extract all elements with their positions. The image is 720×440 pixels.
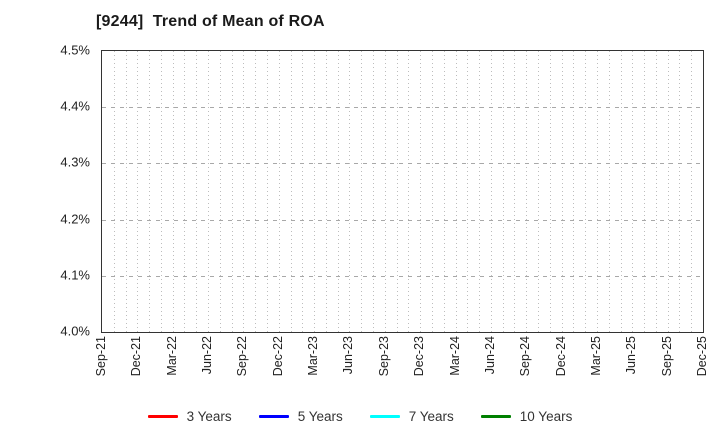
x-grid-line bbox=[420, 51, 422, 332]
legend-line-swatch bbox=[147, 414, 178, 418]
y-grid-line bbox=[102, 107, 703, 109]
legend-label: 10 Years bbox=[519, 408, 573, 424]
legend-line-swatch bbox=[480, 414, 511, 418]
x-tick-label: Dec-22 bbox=[270, 336, 285, 377]
x-grid-line bbox=[219, 51, 221, 332]
x-grid-line bbox=[644, 51, 646, 332]
x-grid-line bbox=[184, 51, 186, 332]
plot-area bbox=[101, 50, 704, 333]
x-grid-line bbox=[266, 51, 268, 332]
x-grid-line bbox=[243, 51, 245, 332]
x-tick-label: Dec-23 bbox=[412, 336, 427, 377]
x-grid-line bbox=[479, 51, 481, 332]
x-grid-line bbox=[361, 51, 363, 332]
x-grid-line bbox=[125, 51, 127, 332]
legend-item: 7 Years bbox=[369, 408, 454, 424]
y-axis: 4.5% 4.4% 4.3% 4.2% 4.1% 4.0% bbox=[0, 43, 92, 339]
x-grid-line bbox=[255, 51, 257, 332]
x-grid-line bbox=[526, 51, 528, 332]
x-grid-line bbox=[431, 51, 433, 332]
x-grid-line bbox=[373, 51, 375, 332]
x-grid-line bbox=[290, 51, 292, 332]
chart-title: [9244] Trend of Mean of ROA bbox=[96, 13, 325, 30]
x-grid-line bbox=[302, 51, 304, 332]
x-grid-line bbox=[196, 51, 198, 332]
x-grid-line bbox=[208, 51, 210, 332]
x-grid-line bbox=[113, 51, 115, 332]
x-grid-line bbox=[490, 51, 492, 332]
x-grid-line bbox=[443, 51, 445, 332]
x-grid-line bbox=[608, 51, 610, 332]
y-tick-label: 4.3% bbox=[60, 154, 90, 170]
x-grid-line bbox=[549, 51, 551, 332]
y-tick-label: 4.2% bbox=[60, 211, 90, 227]
y-tick-label: 4.1% bbox=[60, 267, 90, 283]
y-grid-line bbox=[102, 163, 703, 165]
x-grid-line bbox=[278, 51, 280, 332]
x-tick-label: Mar-25 bbox=[588, 336, 603, 376]
x-grid-line bbox=[349, 51, 351, 332]
legend-label: 3 Years bbox=[186, 408, 232, 424]
x-tick-label: Sep-25 bbox=[659, 336, 674, 377]
x-grid-line bbox=[596, 51, 598, 332]
legend-label: 5 Years bbox=[297, 408, 343, 424]
legend: 3 Years 5 Years 7 Years 10 Years bbox=[0, 404, 720, 428]
x-grid-line bbox=[467, 51, 469, 332]
x-grid-line bbox=[679, 51, 681, 332]
y-tick-label: 4.4% bbox=[60, 98, 90, 114]
x-grid-line bbox=[325, 51, 327, 332]
x-grid-line bbox=[573, 51, 575, 332]
x-tick-label: Dec-24 bbox=[553, 336, 568, 377]
x-grid-line bbox=[149, 51, 151, 332]
y-grid-line bbox=[102, 219, 703, 221]
x-grid-line bbox=[137, 51, 139, 332]
x-tick-label: Mar-22 bbox=[164, 336, 179, 376]
x-grid-line bbox=[667, 51, 669, 332]
x-grid-line bbox=[632, 51, 634, 332]
y-tick-label: 4.0% bbox=[60, 323, 90, 339]
x-tick-label: Jun-23 bbox=[341, 336, 356, 375]
x-tick-label: Jun-25 bbox=[624, 336, 639, 375]
x-tick-label: Mar-24 bbox=[447, 336, 462, 376]
x-grid-line bbox=[691, 51, 693, 332]
x-grid-line bbox=[455, 51, 457, 332]
legend-label: 7 Years bbox=[408, 408, 454, 424]
x-grid-line bbox=[231, 51, 233, 332]
y-tick-label: 4.5% bbox=[60, 42, 90, 58]
legend-item: 10 Years bbox=[480, 408, 573, 424]
x-grid-line bbox=[620, 51, 622, 332]
legend-line-swatch bbox=[258, 414, 289, 418]
x-grid-line bbox=[502, 51, 504, 332]
x-tick-label: Jun-24 bbox=[482, 336, 497, 375]
x-tick-label: Sep-24 bbox=[518, 336, 533, 377]
x-grid-line bbox=[561, 51, 563, 332]
x-grid-line bbox=[538, 51, 540, 332]
x-tick-label: Sep-21 bbox=[94, 336, 108, 377]
x-tick-label: Dec-21 bbox=[129, 336, 144, 377]
x-grid-line bbox=[384, 51, 386, 332]
x-tick-label: Dec-25 bbox=[695, 336, 709, 377]
x-tick-label: Sep-22 bbox=[235, 336, 250, 377]
x-grid-line bbox=[337, 51, 339, 332]
x-grid-line bbox=[655, 51, 657, 332]
x-tick-label: Sep-23 bbox=[376, 336, 391, 377]
x-grid-line bbox=[396, 51, 398, 332]
legend-item: 3 Years bbox=[147, 408, 232, 424]
y-grid-line bbox=[102, 275, 703, 277]
x-grid-line bbox=[514, 51, 516, 332]
x-grid-line bbox=[160, 51, 162, 332]
x-grid-line bbox=[172, 51, 174, 332]
x-tick-label: Mar-23 bbox=[306, 336, 321, 376]
x-tick-label: Jun-22 bbox=[200, 336, 215, 375]
x-grid-line bbox=[585, 51, 587, 332]
legend-line-swatch bbox=[369, 414, 400, 418]
x-grid-line bbox=[408, 51, 410, 332]
x-axis: Sep-21 Dec-21 Mar-22 Jun-22 Sep-22 Dec-22 Mar-… bbox=[94, 336, 709, 392]
x-grid-line bbox=[314, 51, 316, 332]
legend-item: 5 Years bbox=[258, 408, 343, 424]
